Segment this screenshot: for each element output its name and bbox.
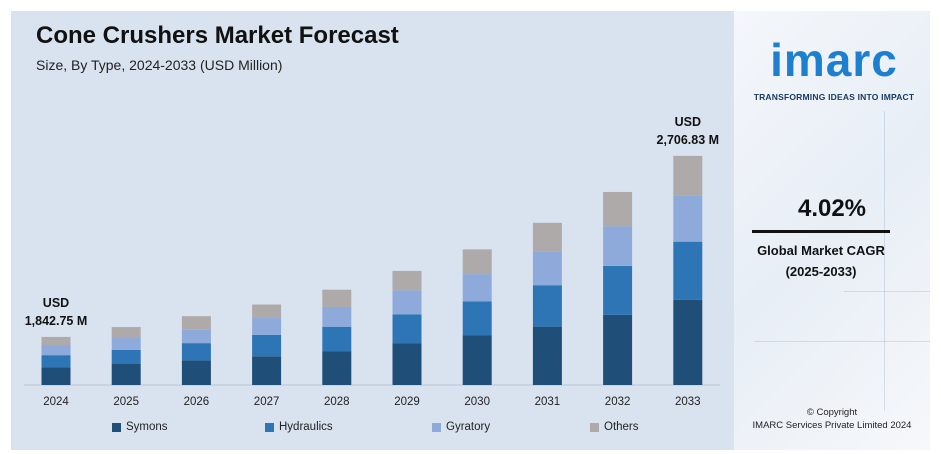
chart-legend: Symons Hydraulics Gyratory Others [112, 421, 712, 437]
bar-segment-others-2029 [392, 270, 422, 291]
bar-segment-hydraulics-2028 [322, 326, 352, 352]
bar-segment-gyratory-2027 [252, 318, 282, 335]
side-panel: imarc TRANSFORMING IDEAS INTO IMPACT 4.0… [734, 11, 930, 450]
bar-segment-hydraulics-2025 [111, 349, 141, 364]
decorative-grid-line [754, 341, 930, 342]
bar-segment-gyratory-2031 [532, 251, 562, 286]
x-tick-label: 2025 [113, 396, 139, 408]
legend-swatch [590, 422, 599, 432]
bar-segment-gyratory-2030 [462, 274, 492, 302]
bar-segment-symons-2026 [181, 360, 211, 385]
x-tick-label: 2024 [43, 396, 69, 408]
stacked-bar-chart: 2024 2025 2026 2027 2028 2029 2030 2031 2032 2033… [24, 115, 720, 408]
bar-segment-hydraulics-2031 [532, 285, 562, 327]
cagr-label: Global Market CAGR [757, 243, 885, 258]
legend-label: Hydraulics [279, 421, 333, 433]
legend-item-symons: Symons [112, 421, 168, 433]
bar-segment-gyratory-2024 [41, 345, 71, 356]
bar-segment-symons-2030 [462, 335, 492, 385]
bar-segment-hydraulics-2024 [41, 355, 71, 368]
bar-value-annotation: USD [43, 296, 69, 310]
bar-segment-others-2024 [41, 336, 71, 346]
bar-segment-others-2028 [322, 289, 352, 307]
bar-segment-hydraulics-2033 [673, 241, 703, 300]
imarc-logo: imarc [770, 34, 898, 86]
bar-segment-others-2030 [462, 249, 492, 275]
legend-item-gyratory: Gyratory [432, 421, 490, 433]
bar-segment-symons-2033 [673, 299, 703, 385]
legend-swatch [432, 422, 441, 432]
bar-segment-gyratory-2025 [111, 338, 141, 350]
bar-segment-symons-2027 [252, 356, 282, 385]
cagr-divider [752, 230, 890, 233]
cagr-value: 4.02% [797, 195, 867, 222]
legend-swatch [112, 422, 121, 432]
bar-segment-gyratory-2028 [322, 306, 352, 327]
brand-tagline: TRANSFORMING IDEAS INTO IMPACT [753, 92, 915, 102]
copyright-text: © Copyright [806, 407, 858, 418]
x-tick-label: 2030 [464, 396, 490, 408]
chart-subtitle: Size, By Type, 2024-2033 (USD Million) [36, 57, 283, 73]
bar-segment-symons-2025 [111, 363, 141, 385]
bar-value-annotation: 1,842.75 M [25, 314, 88, 328]
bar-segment-others-2031 [532, 222, 562, 252]
bar-segment-symons-2031 [532, 326, 562, 385]
bar-segment-symons-2024 [41, 367, 71, 385]
bar-segment-symons-2028 [322, 351, 352, 385]
chart-title: Cone Crushers Market Forecast [36, 22, 399, 49]
decorative-grid-line [844, 291, 930, 292]
bar-segment-gyratory-2026 [181, 329, 211, 344]
legend-item-hydraulics: Hydraulics [265, 421, 333, 433]
bar-segment-symons-2032 [603, 314, 633, 385]
bar-segment-hydraulics-2032 [603, 265, 633, 315]
legend-label: Gyratory [446, 421, 491, 433]
legend-item-others: Others [590, 421, 639, 433]
bar-segment-hydraulics-2027 [252, 334, 282, 357]
bar-segment-others-2025 [111, 327, 141, 339]
legend-swatch [265, 422, 274, 432]
bar-segment-others-2026 [181, 316, 211, 330]
bar-segment-gyratory-2033 [673, 195, 703, 242]
bar-value-annotation: 2,706.83 M [657, 133, 720, 147]
x-tick-label: 2033 [675, 396, 701, 408]
legend-label: Symons [126, 421, 168, 433]
x-tick-label: 2031 [535, 396, 561, 408]
x-tick-label: 2029 [394, 396, 420, 408]
bar-segment-gyratory-2029 [392, 290, 422, 315]
bar-value-annotation: USD [675, 115, 701, 129]
copyright-holder: IMARC Services Private Limited 2024 [752, 420, 912, 431]
legend-label: Others [604, 421, 639, 433]
x-tick-label: 2027 [254, 396, 280, 408]
x-tick-label: 2032 [605, 396, 631, 408]
bar-segment-symons-2029 [392, 343, 422, 385]
x-tick-label: 2028 [324, 396, 350, 408]
cagr-period: (2025-2033) [785, 264, 857, 279]
bar-segment-gyratory-2032 [603, 226, 633, 266]
bar-segment-others-2027 [252, 304, 282, 319]
bar-segment-others-2033 [673, 155, 703, 196]
bar-segment-hydraulics-2029 [392, 314, 422, 344]
x-tick-label: 2026 [184, 396, 210, 408]
decorative-grid-line [884, 111, 885, 411]
bar-segment-hydraulics-2026 [181, 343, 211, 361]
bar-segment-hydraulics-2030 [462, 301, 492, 336]
bar-segment-others-2032 [603, 191, 633, 227]
